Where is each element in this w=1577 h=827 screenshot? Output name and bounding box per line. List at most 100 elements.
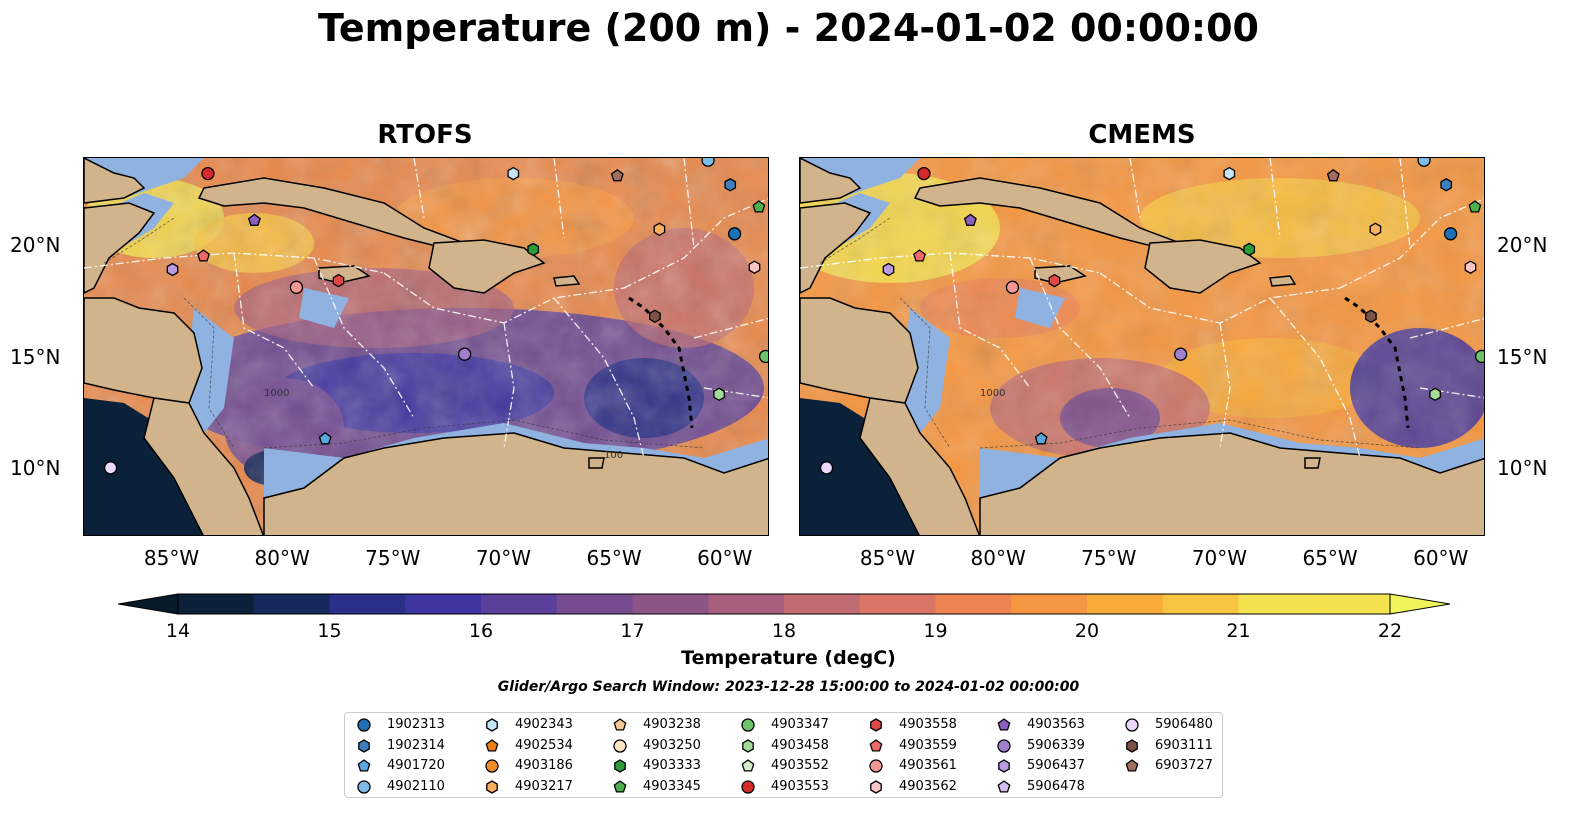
colorbar-segment xyxy=(1011,594,1088,614)
colorbar-tick-label: 19 xyxy=(923,620,948,642)
lat-tick-label: 10°N xyxy=(10,456,61,481)
legend-marker-icon xyxy=(870,779,882,794)
float-marker-4903558 xyxy=(1048,273,1061,288)
legend-label: 5906339 xyxy=(1027,737,1085,753)
colorbar-segment xyxy=(859,594,936,614)
legend-label: 6903727 xyxy=(1155,758,1213,773)
legend-label: 4903250 xyxy=(643,737,701,753)
legend-marker-icon xyxy=(998,759,1010,773)
legend-label: 4903563 xyxy=(1027,717,1085,732)
float-marker-4903333 xyxy=(527,242,540,257)
float-marker-4903345 xyxy=(1468,200,1482,213)
legend-label: 4903562 xyxy=(899,778,957,794)
float-marker-4903563 xyxy=(247,213,261,226)
lat-tick-label: 20°N xyxy=(1497,233,1548,258)
float-marker-4902343 xyxy=(507,166,520,181)
float-marker-1902314 xyxy=(724,178,737,192)
float-marker-4903558 xyxy=(332,273,345,288)
float-marker-1902313 xyxy=(727,227,742,241)
lon-tick-label: 60°W xyxy=(1413,546,1469,570)
colorbar-tick-label: 21 xyxy=(1226,620,1251,642)
lat-tick-label: 20°N xyxy=(10,233,61,258)
float-marker-4903347 xyxy=(1474,349,1484,364)
rtofs-map: 1000 100 xyxy=(83,157,769,536)
float-markers xyxy=(103,158,768,475)
colorbar-segment xyxy=(632,594,709,614)
float-markers xyxy=(819,158,1484,475)
colorbar-tick-label: 15 xyxy=(317,620,342,642)
lon-tick-label: 75°W xyxy=(1081,546,1137,570)
float-marker-4903333 xyxy=(1243,242,1256,257)
float-marker-4903217 xyxy=(653,222,666,237)
float-marker-6903727 xyxy=(1326,168,1340,182)
lat-tick-label: 10°N xyxy=(1497,456,1548,481)
colorbar-extend-high xyxy=(1389,593,1451,615)
legend-label: 4902534 xyxy=(515,737,573,753)
colorbar-label: Temperature (degC) xyxy=(681,647,896,669)
float-marker-6903111 xyxy=(649,309,661,324)
lat-tick-label: 15°N xyxy=(1497,344,1548,369)
legend-marker-icon xyxy=(613,779,627,793)
cmems-map: 1000 xyxy=(799,157,1485,536)
legend-marker-icon xyxy=(613,738,627,753)
lon-tick-label: 70°W xyxy=(475,546,532,570)
legend-marker-icon xyxy=(486,718,498,732)
legend-label: 4903347 xyxy=(771,717,829,732)
float-marker-4903563 xyxy=(963,213,977,226)
colorbar-segment xyxy=(481,594,558,614)
legend-label: 4903217 xyxy=(515,778,573,794)
lon-tick-label: 70°W xyxy=(1191,546,1248,570)
legend-label: 4903561 xyxy=(899,758,957,773)
float-marker-4902110 xyxy=(701,158,715,167)
contour-label: 100 xyxy=(604,450,623,461)
legend-label: 4903559 xyxy=(899,737,957,753)
legend-marker-icon xyxy=(741,759,755,772)
float-marker-5906480 xyxy=(103,461,118,475)
lon-tick-label: 75°W xyxy=(365,546,421,570)
colorbar-tick-label: 22 xyxy=(1377,620,1403,642)
float-marker-4903458 xyxy=(1429,387,1441,402)
legend-marker-icon xyxy=(1125,718,1139,732)
float-marker-5906437 xyxy=(166,262,179,277)
legend-marker-icon xyxy=(358,738,370,753)
legend-marker-icon xyxy=(741,718,755,732)
float-marker-1902313 xyxy=(1443,227,1458,241)
colorbar-segment xyxy=(1238,594,1315,614)
legend-label: 4902343 xyxy=(515,717,573,732)
legend-marker-icon xyxy=(485,738,499,752)
colorbar-segment xyxy=(708,594,785,614)
lat-tick-label: 15°N xyxy=(10,344,61,369)
float-marker-4903559 xyxy=(197,249,210,262)
legend-marker-icon xyxy=(997,718,1011,731)
legend-label: 4903553 xyxy=(771,778,829,794)
lon-tick-label: 85°W xyxy=(859,546,916,570)
float-legend: 1902313 1902314 4901720 4902110 4902343 49025… xyxy=(344,712,1223,798)
legend-label: 4903238 xyxy=(643,717,701,732)
float-marker-4903347 xyxy=(758,349,768,364)
legend-marker-icon xyxy=(742,738,754,753)
lon-tick-label: 65°W xyxy=(1302,546,1358,570)
legend-marker-icon xyxy=(613,718,627,731)
lon-tick-label: 80°W xyxy=(254,546,310,570)
legend-label: 6903111 xyxy=(1155,737,1213,753)
panel-title-rtofs: RTOFS xyxy=(377,120,473,150)
contour-label: 1000 xyxy=(264,388,289,399)
float-marker-4903562 xyxy=(748,260,761,274)
colorbar-segment xyxy=(1087,594,1164,614)
colorbar-segment xyxy=(1162,594,1239,614)
legend-marker-icon xyxy=(357,779,371,794)
lon-tick-label: 65°W xyxy=(586,546,642,570)
legend-label: 1902314 xyxy=(387,737,445,753)
legend-marker-icon xyxy=(869,759,883,773)
float-marker-4903553 xyxy=(201,166,215,181)
legend-marker-icon xyxy=(869,738,883,752)
search-window-text: Glider/Argo Search Window: 2023-12-28 15… xyxy=(497,679,1080,695)
colorbar-tick-label: 16 xyxy=(468,620,494,642)
legend-marker-icon xyxy=(1125,759,1139,772)
figure-title: Temperature (200 m) - 2024-01-02 00:00:0… xyxy=(317,6,1259,50)
float-marker-4903561 xyxy=(289,280,304,294)
colorbar-segment xyxy=(178,594,255,614)
colorbar-segment xyxy=(253,594,330,614)
float-marker-6903727 xyxy=(610,168,624,182)
legend-label: 1902313 xyxy=(387,717,445,732)
